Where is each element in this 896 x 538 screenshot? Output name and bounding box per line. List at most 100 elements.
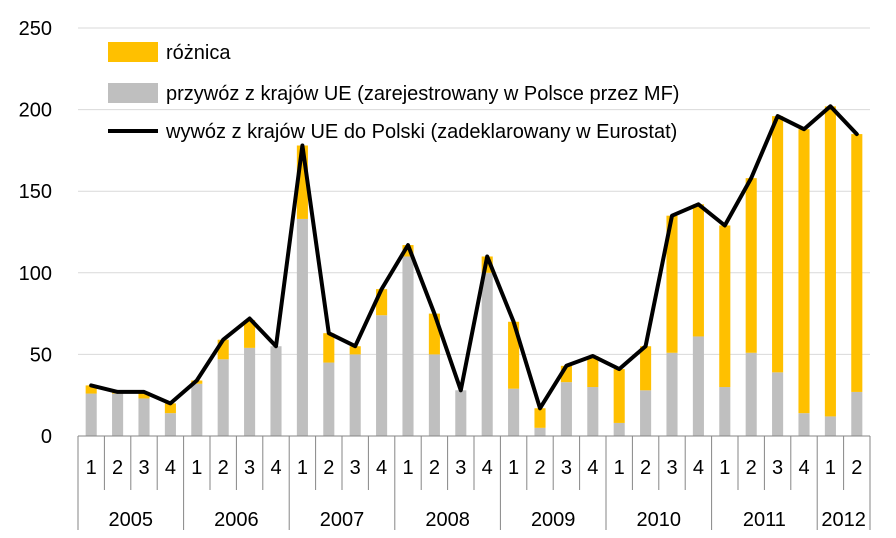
bar-import	[402, 256, 414, 436]
quarter-label: 3	[455, 457, 466, 479]
quarter-label: 3	[244, 457, 255, 479]
quarter-label: 2	[746, 457, 757, 479]
quarter-label: 1	[719, 457, 730, 479]
legend-swatch-difference	[108, 42, 158, 62]
bar-difference	[560, 365, 572, 383]
bar-import	[824, 416, 836, 436]
quarter-label: 4	[587, 457, 598, 479]
bar-import	[191, 383, 203, 436]
quarter-label: 1	[825, 457, 836, 479]
bar-import	[112, 393, 124, 436]
bar-import	[244, 347, 256, 436]
bar-difference	[692, 204, 704, 337]
year-label: 2008	[425, 509, 470, 531]
bar-difference	[349, 346, 361, 355]
quarter-label: 2	[640, 457, 651, 479]
quarter-label: 2	[851, 457, 862, 479]
bar-import	[560, 382, 572, 436]
year-label: 2006	[214, 509, 259, 531]
bar-import	[349, 354, 361, 436]
bar-import	[640, 390, 652, 436]
line-series	[89, 104, 859, 411]
bar-import	[719, 387, 731, 436]
y-tick-label: 200	[19, 100, 52, 122]
bar-import	[164, 413, 176, 436]
quarter-label: 4	[165, 457, 176, 479]
quarter-label: 1	[86, 457, 97, 479]
bar-import	[376, 315, 388, 436]
legend: różnica przywóz z krajów UE (zarejestrowa…	[108, 42, 679, 143]
line-export	[89, 104, 859, 411]
bar-difference	[745, 178, 757, 353]
bar-difference	[428, 313, 440, 355]
bar-difference	[376, 289, 388, 316]
legend-label-import: przywóz z krajów UE (zarejestrowany w Po…	[166, 83, 679, 105]
quarter-label: 3	[561, 457, 572, 479]
bar-import	[323, 362, 335, 436]
quarter-label: 1	[402, 457, 413, 479]
bar-difference	[851, 134, 863, 392]
bar-difference	[164, 403, 176, 414]
bar-import	[772, 372, 784, 436]
y-tick-label: 250	[19, 18, 52, 40]
year-label: 2012	[821, 509, 866, 531]
bar-difference	[824, 106, 836, 417]
grid-lines	[78, 27, 870, 355]
year-label: 2007	[320, 509, 365, 531]
year-label: 2009	[531, 509, 576, 531]
legend-label-export: wywóz z krajów UE do Polski (zadeklarowa…	[165, 121, 677, 143]
quarter-label: 4	[482, 457, 493, 479]
bar-difference	[402, 245, 414, 257]
quarter-label: 2	[429, 457, 440, 479]
y-tick-label: 0	[41, 426, 52, 448]
bar-import	[851, 391, 863, 436]
quarter-label: 4	[270, 457, 281, 479]
quarter-label: 2	[218, 457, 229, 479]
bar-difference	[798, 129, 810, 414]
bar-import	[745, 352, 757, 436]
bar-import	[270, 346, 282, 436]
bar-import	[428, 354, 440, 436]
quarter-label: 2	[323, 457, 334, 479]
y-tick-label: 150	[19, 181, 52, 203]
bar-import	[534, 427, 546, 436]
legend-swatch-import	[108, 83, 158, 103]
bar-import	[85, 393, 97, 436]
bars	[85, 106, 863, 436]
quarter-label: 1	[614, 457, 625, 479]
y-tick-label: 100	[19, 263, 52, 285]
bar-difference	[323, 333, 335, 363]
quarter-label: 4	[798, 457, 809, 479]
bar-difference	[508, 321, 520, 389]
bar-difference	[719, 225, 731, 388]
bar-import	[217, 359, 229, 436]
bar-import	[587, 387, 599, 436]
year-label: 2005	[109, 509, 154, 531]
bar-import	[455, 390, 467, 436]
bar-difference	[534, 408, 546, 428]
quarter-label: 1	[191, 457, 202, 479]
bar-import	[508, 388, 520, 436]
legend-label-difference: różnica	[166, 42, 231, 64]
bar-difference	[666, 215, 678, 353]
quarter-label: 2	[534, 457, 545, 479]
bar-difference	[613, 369, 625, 423]
y-axis-ticks: 0 50 100 150 200 250	[19, 18, 52, 448]
quarter-label: 3	[350, 457, 361, 479]
bar-import	[666, 352, 678, 436]
bar-difference	[217, 339, 229, 360]
quarter-label: 1	[297, 457, 308, 479]
quarter-label: 4	[693, 457, 704, 479]
quarter-label: 3	[138, 457, 149, 479]
year-label: 2011	[743, 509, 786, 531]
quarter-label: 1	[508, 457, 519, 479]
bar-import	[481, 272, 493, 436]
quarter-label: 2	[112, 457, 123, 479]
bar-difference	[85, 385, 97, 394]
bar-import	[613, 422, 625, 436]
bar-import	[692, 336, 704, 436]
year-label: 2010	[637, 509, 682, 531]
bar-difference	[296, 145, 308, 219]
